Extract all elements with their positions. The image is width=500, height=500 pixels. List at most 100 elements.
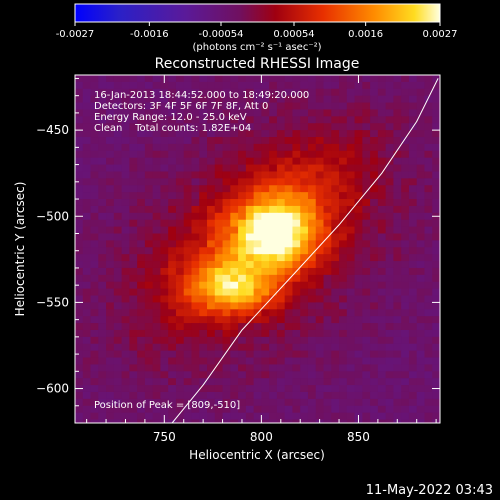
heatmap-cell [191,350,200,359]
y-axis-label: Heliocentric Y (arcsec) [13,182,27,317]
heatmap-cell [339,226,348,235]
heatmap-cell [408,350,418,359]
heatmap-cell [152,295,162,303]
heatmap-cell [393,212,402,221]
heatmap-cell [160,81,169,90]
heatmap-cell [168,109,177,117]
heatmap-cell [339,192,348,200]
heatmap-cell [370,316,379,324]
heatmap-cell [106,364,115,372]
heatmap-cell [377,378,387,386]
heatmap-cell [385,302,395,310]
heatmap-cell [245,150,255,159]
heatmap-cell [307,130,317,138]
heatmap-cell [144,75,154,83]
heatmap-cell [191,357,200,366]
heatmap-cell [401,199,410,207]
heatmap-cell [175,88,185,97]
heatmap-cell [183,75,193,83]
heatmap-cell [432,329,440,338]
heatmap-cell [90,350,99,359]
heatmap-cell [191,267,200,276]
heatmap-cell [331,267,340,276]
heatmap-cell [440,199,448,206]
heatmap-cell [144,371,154,379]
heatmap-cell [315,143,325,152]
heatmap-cell [417,426,425,433]
heatmap-cell [113,323,123,331]
heatmap-cell [339,261,348,269]
heatmap-cell [113,81,123,90]
heatmap-cell [230,288,239,297]
heatmap-cell [424,81,433,90]
heatmap-cell [75,426,83,433]
heatmap-cell [284,295,294,303]
heatmap-cell [152,364,162,372]
heatmap-cell [401,205,410,214]
heatmap-cell [362,371,371,379]
heatmap-cell [152,412,162,421]
heatmap-cell [230,240,239,248]
heatmap-cell [300,357,309,366]
heatmap-cell [432,371,440,379]
heatmap-cell [137,212,146,221]
heatmap-cell [393,357,402,366]
heatmap-cell [175,336,185,345]
heatmap-cell [307,233,317,241]
heatmap-cell [238,371,247,379]
heatmap-cell [408,130,418,138]
heatmap-cell [183,385,193,393]
heatmap-cell [292,302,301,310]
heatmap-cell [432,109,440,117]
heatmap-cell [75,323,84,331]
heatmap-cell [183,157,193,166]
heatmap-cell [90,143,99,152]
heatmap-cell [284,281,294,290]
heatmap-cell [191,185,200,193]
heatmap-cell [276,88,286,97]
heatmap-cell [160,391,169,400]
heatmap-cell [175,164,185,173]
heatmap-cell [300,378,309,386]
heatmap-cell [315,357,325,366]
heatmap-cell [222,226,231,235]
heatmap-cell [199,336,208,345]
heatmap-cell [315,219,325,228]
heatmap-cell [331,398,340,407]
heatmap-cell [160,102,169,111]
heatmap-cell [253,267,262,276]
heatmap-cell [300,143,309,152]
heatmap-cell [245,178,255,186]
heatmap-cell [292,336,301,345]
heatmap-cell [432,199,440,207]
heatmap-cell [199,316,208,324]
heatmap-cell [370,281,379,290]
heatmap-cell [98,219,107,228]
heatmap-cell [269,233,278,241]
heatmap-cell [152,385,162,393]
heatmap-cell [292,143,301,152]
heatmap-cell [300,247,309,255]
heatmap-cell [284,88,294,97]
heatmap-cell [253,274,262,283]
heatmap-cell [276,412,286,421]
heatmap-cell [300,261,309,269]
heatmap-cell [168,157,177,166]
heatmap-cell [121,254,130,262]
heatmap-cell [377,137,387,145]
heatmap-cell [183,288,193,297]
heatmap-cell [323,240,332,248]
heatmap-cell [339,288,348,297]
heatmap-cell [416,385,426,393]
heatmap-cell [292,178,301,186]
heatmap-cell [307,109,317,117]
heatmap-cell [207,295,216,303]
heatmap-cell [90,309,99,317]
heatmap-cell [346,212,356,221]
heatmap-cell [199,343,208,352]
heatmap-cell [222,254,231,262]
heatmap-cell [393,391,402,400]
heatmap-cell [432,302,440,310]
heatmap-cell [106,329,115,338]
heatmap-cell [300,281,309,290]
